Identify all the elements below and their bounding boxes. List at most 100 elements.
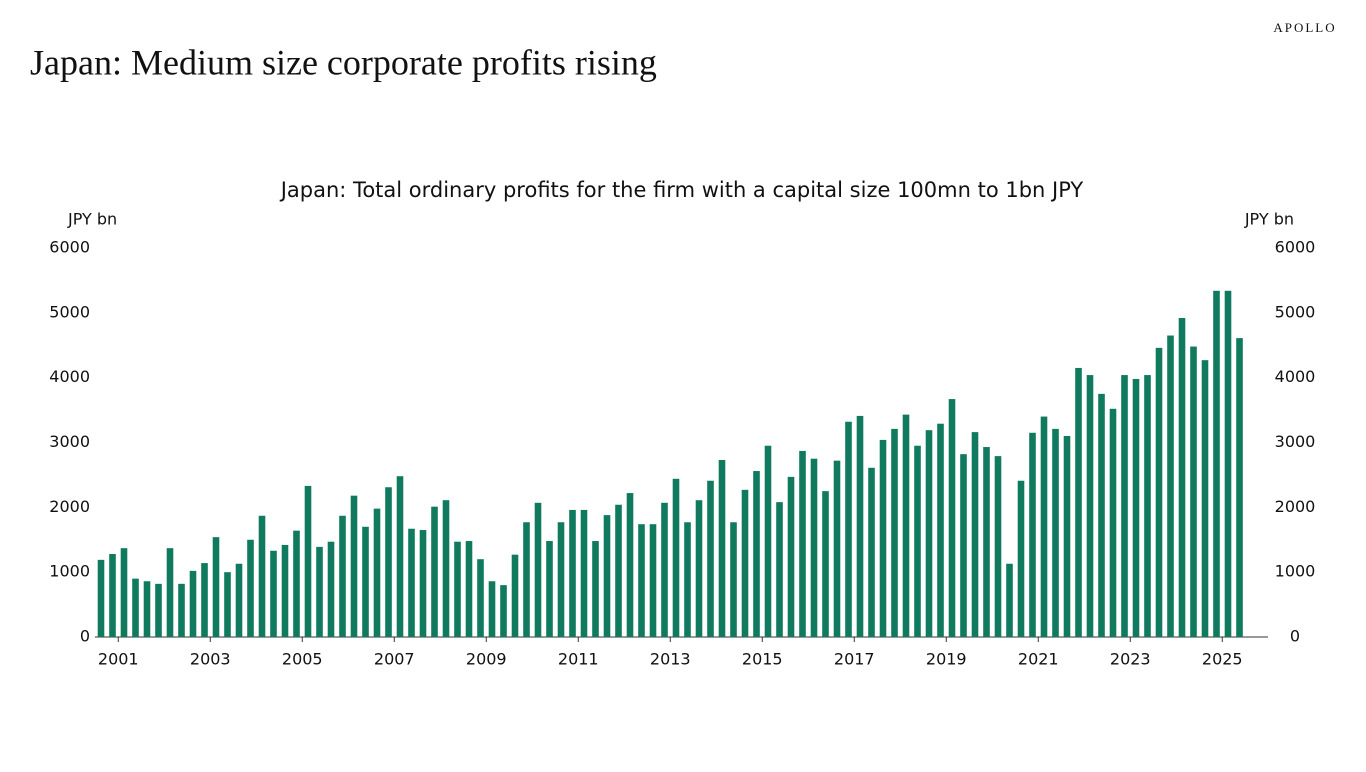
bar [419, 530, 427, 637]
bar [385, 487, 392, 637]
bar [362, 526, 369, 637]
bar [1006, 563, 1013, 637]
y-tick-label: 1000 [49, 562, 90, 581]
chart-title: Japan: Total ordinary profits for the fi… [279, 178, 1084, 202]
bar [626, 493, 634, 637]
bar [638, 524, 645, 637]
bar [1167, 335, 1174, 637]
bar [442, 500, 450, 637]
x-tick-label: 2021 [1018, 650, 1059, 669]
y-tick-label: 6000 [49, 238, 90, 257]
bar [97, 559, 105, 637]
bar [994, 456, 1002, 637]
bar [983, 447, 990, 637]
bar [914, 445, 921, 637]
y2-tick-label: 6000 [1275, 238, 1316, 257]
x-tick-label: 2015 [742, 650, 783, 669]
bar [281, 544, 289, 637]
bar [120, 548, 128, 637]
bar [1075, 367, 1082, 637]
x-tick-label: 2007 [374, 650, 415, 669]
bar [925, 430, 933, 637]
bar [1086, 375, 1094, 637]
bar [1201, 360, 1209, 637]
bar [396, 476, 404, 637]
x-tick-label: 2017 [834, 650, 875, 669]
bar [1213, 290, 1220, 637]
y-tick-label: 3000 [49, 432, 90, 451]
bar [822, 491, 829, 637]
bar [764, 445, 772, 637]
bar [373, 508, 381, 637]
bar [534, 502, 542, 637]
bar [293, 530, 300, 637]
bar [1040, 416, 1048, 637]
bar [948, 399, 956, 637]
bar [258, 515, 266, 637]
bar [649, 524, 657, 637]
bar [672, 478, 680, 637]
brand: APOLLO [1273, 20, 1336, 35]
bar [189, 570, 197, 637]
x-tick-label: 2009 [466, 650, 507, 669]
bar [787, 476, 795, 637]
x-tick-label: 2019 [926, 650, 967, 669]
bar [1155, 347, 1163, 637]
bar [523, 522, 530, 637]
bar [753, 471, 760, 637]
bar [971, 432, 979, 637]
y2-tick-label: 3000 [1275, 432, 1316, 451]
bar [1224, 290, 1232, 637]
bar [1063, 436, 1071, 637]
bar [1098, 393, 1105, 637]
bar [937, 423, 944, 637]
bar [1236, 338, 1243, 637]
bar [741, 489, 749, 637]
bar [879, 439, 887, 637]
bar [557, 522, 565, 637]
bar [155, 583, 162, 637]
x-tick-label: 2025 [1202, 650, 1243, 669]
bar [1052, 428, 1059, 637]
x-tick-label: 2023 [1110, 650, 1151, 669]
bar [730, 522, 737, 637]
bar [224, 572, 231, 637]
bar [707, 480, 714, 637]
y2-tick-label: 0 [1290, 627, 1300, 646]
bar [316, 546, 323, 637]
bar [615, 504, 622, 637]
bar [178, 583, 185, 637]
y-tick-label: 4000 [49, 367, 90, 386]
bar [465, 541, 473, 637]
y-tick-label: 5000 [49, 302, 90, 321]
bar [661, 502, 668, 637]
bar [247, 539, 254, 637]
bar [350, 495, 358, 637]
bar [500, 585, 507, 637]
bar [1121, 375, 1128, 637]
bar [327, 541, 335, 637]
bar [132, 578, 139, 637]
bar [1017, 480, 1025, 637]
bar [718, 460, 726, 637]
bar [902, 414, 910, 637]
bar [143, 581, 151, 637]
bar [1178, 318, 1186, 637]
bar [1144, 375, 1151, 637]
bar [580, 509, 588, 637]
bar [1109, 408, 1117, 637]
bar [477, 559, 484, 637]
y2-tick-label: 2000 [1275, 497, 1316, 516]
x-tick-label: 2005 [282, 650, 323, 669]
x-tick-label: 2011 [558, 650, 599, 669]
bar [488, 581, 496, 637]
bar [431, 506, 438, 637]
bar [454, 541, 461, 637]
y2-axis-label: JPY bn [1244, 210, 1294, 229]
y2-tick-label: 4000 [1275, 367, 1316, 386]
bar [891, 428, 898, 637]
bar [799, 450, 806, 637]
bar [810, 458, 818, 637]
